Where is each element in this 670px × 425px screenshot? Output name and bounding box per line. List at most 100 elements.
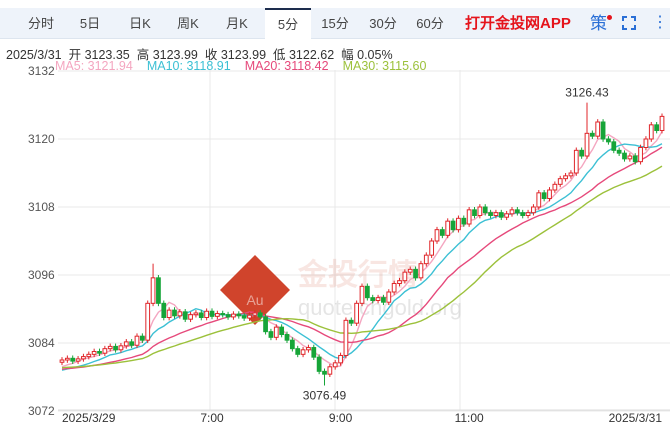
watermark-brand: 金投行情 (297, 258, 418, 292)
tab-6[interactable]: 15分 (321, 16, 349, 31)
candle-body (579, 149, 585, 157)
low-value: 3122.62 (288, 48, 335, 62)
candle-body (622, 152, 627, 160)
candle-body (595, 121, 601, 137)
candle-body (145, 302, 151, 341)
candle-body (391, 283, 397, 293)
candle-body (338, 354, 343, 364)
tab-5[interactable]: 5分 (265, 8, 311, 39)
candle-body (177, 311, 183, 317)
strategy-button[interactable]: 策 (590, 8, 612, 39)
candle-body (209, 310, 215, 317)
candle-body (648, 124, 654, 140)
candle-body (231, 313, 236, 318)
candle-body (311, 347, 317, 358)
high-label: 高 (136, 48, 150, 62)
candle-body (445, 220, 451, 236)
candle-body (413, 268, 418, 279)
candle-body (279, 326, 285, 335)
candle-body (589, 132, 595, 137)
candle-body (64, 357, 70, 361)
candle-body (488, 212, 493, 217)
candle-body (182, 311, 188, 320)
candle-body (531, 206, 536, 214)
candle-body (557, 178, 563, 185)
tab-7[interactable]: 30分 (369, 16, 397, 31)
candle-body (139, 335, 145, 341)
candle-body (91, 351, 97, 355)
amp-label: 幅 (341, 48, 354, 62)
open-label: 开 (68, 48, 82, 62)
candle-body (263, 316, 268, 333)
candle-body (370, 297, 376, 301)
tab-1[interactable]: 5日 (79, 16, 101, 31)
ma-legend-item: MA20: 3118.42 (244, 59, 329, 73)
candle-body (536, 192, 542, 208)
ma10-line (61, 143, 663, 371)
tab-3[interactable]: 周K (177, 16, 199, 31)
x-tick-label: 11:00 (455, 411, 484, 425)
candle-body (482, 206, 488, 214)
candle-body (514, 209, 520, 214)
x-tick-label: 7:00 (200, 411, 224, 425)
candle-body (284, 334, 290, 341)
candle-body (359, 285, 365, 304)
candle-body (150, 277, 156, 304)
candle-body (563, 175, 568, 180)
candle-body (456, 217, 461, 231)
ma-legend: MA5: 3121.94 MA10: 3118.91 MA20: 3118.42 MA… (55, 59, 440, 73)
candle-body (134, 335, 140, 346)
candle-body (659, 115, 665, 131)
open-value: 3123.35 (84, 48, 130, 62)
candle-body (423, 254, 429, 265)
candle-body (439, 229, 445, 236)
candle-body (236, 313, 242, 317)
tab-4[interactable]: 月K (226, 16, 248, 31)
y-tick-label: 3132 (28, 64, 55, 78)
candle-body (198, 312, 204, 319)
y-tick-label: 3108 (28, 200, 55, 214)
candle-body (322, 370, 327, 375)
candle-body (407, 268, 413, 273)
candle-body (606, 138, 611, 143)
candle-body (632, 155, 638, 163)
ma-legend-item: MA5: 3121.94 (55, 59, 133, 73)
candle-body (70, 357, 76, 362)
x-tick-label: 9:00 (329, 411, 353, 425)
candle-body (268, 331, 274, 338)
candle-body (343, 319, 349, 356)
candle-body (381, 297, 386, 303)
candle-body (225, 314, 231, 318)
candle-body (295, 348, 301, 355)
ma-legend-item: MA10: 3118.91 (146, 59, 231, 73)
candle-body (654, 124, 660, 132)
tab-8[interactable]: 60分 (416, 16, 444, 31)
candle-body (397, 280, 402, 284)
candle-body (129, 341, 135, 346)
candle-body (247, 314, 252, 319)
candle-body (504, 213, 510, 218)
low-label: 低 (272, 48, 286, 62)
candle-body (289, 339, 295, 350)
candle-body (643, 138, 649, 148)
candle-body (611, 141, 617, 151)
candle-body (429, 240, 435, 256)
x-tick-label: 2025/3/31 (609, 411, 663, 425)
candle-body (348, 319, 354, 324)
tab-0[interactable]: 分时 (27, 16, 54, 31)
candle-body (584, 132, 590, 157)
candle-body (520, 212, 526, 217)
candle-body (418, 263, 424, 279)
ma-legend-item: MA30: 3115.60 (342, 59, 427, 73)
candle-body (493, 212, 499, 217)
candle-body (332, 362, 338, 368)
candle-body (316, 356, 322, 372)
candle-body (204, 310, 210, 318)
tab-2[interactable]: 日K (129, 16, 151, 31)
candle-body (573, 149, 579, 174)
candle-body (375, 297, 381, 301)
candle-body (59, 359, 65, 363)
candle-body (568, 172, 574, 177)
open-app-link[interactable]: 打开金投网APP (465, 15, 571, 32)
fullscreen-icon[interactable] (622, 16, 636, 30)
